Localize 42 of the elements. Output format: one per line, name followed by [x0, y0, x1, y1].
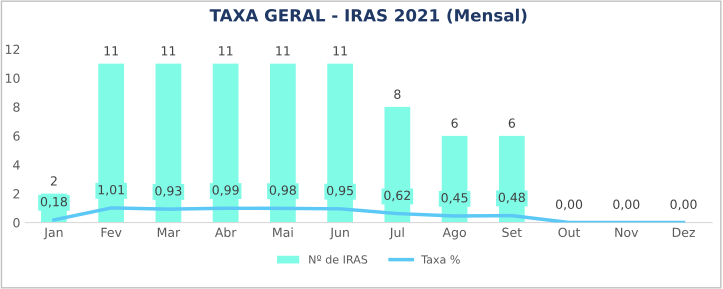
data-label: 8: [394, 89, 400, 99]
data-label: 0,00: [670, 200, 697, 210]
data-label: 0,93: [155, 186, 182, 197]
y-tick-label: 12: [6, 44, 20, 54]
data-label: 0,00: [556, 200, 582, 210]
x-tick-label: Fev: [102, 228, 122, 238]
data-label: 0,62: [384, 190, 410, 202]
y-tick-label: 10: [6, 74, 20, 83]
data-label: 6: [508, 118, 516, 128]
legend-label: Nº de IRAS: [309, 255, 368, 264]
x-tick-label: Ago: [442, 228, 466, 240]
x-tick-label: Jul: [389, 227, 404, 240]
chart-title: TAXA GERAL - IRAS 2021 (Mensal): [210, 8, 526, 24]
x-tick-label: Jun: [330, 228, 349, 240]
y-tick-label: 2: [13, 189, 20, 198]
data-label: 1,01: [98, 184, 124, 196]
legend-label: Taxa %: [421, 255, 460, 264]
y-tick-label: 4: [13, 160, 20, 170]
data-label: 0,00: [613, 200, 640, 210]
x-tick-label: Abr: [214, 227, 236, 238]
data-label: 6: [451, 118, 458, 128]
data-label: 0,98: [270, 185, 296, 196]
x-tick-label: Set: [502, 228, 522, 238]
x-tick-label: Nov: [615, 228, 638, 238]
data-label: 11: [104, 46, 118, 56]
x-tick-label: Mar: [158, 228, 180, 238]
data-label: 11: [334, 46, 347, 56]
data-label: 0,95: [327, 186, 353, 197]
data-label: 11: [219, 46, 232, 56]
x-tick-label: Dez: [672, 228, 695, 238]
data-label: 11: [276, 46, 290, 56]
x-tick-label: Mai: [273, 227, 293, 238]
y-tick-label: 6: [13, 131, 20, 141]
y-tick-label: 8: [13, 102, 20, 112]
x-tick-label: Jan: [44, 228, 62, 240]
x-tick-label: Out: [558, 228, 580, 238]
data-label: 2: [50, 176, 57, 186]
data-label: 0,48: [498, 192, 525, 204]
data-label: 0,45: [441, 193, 468, 204]
data-label: 11: [162, 46, 176, 56]
data-label: 0,99: [212, 185, 239, 196]
y-tick-label: 0: [13, 218, 20, 228]
